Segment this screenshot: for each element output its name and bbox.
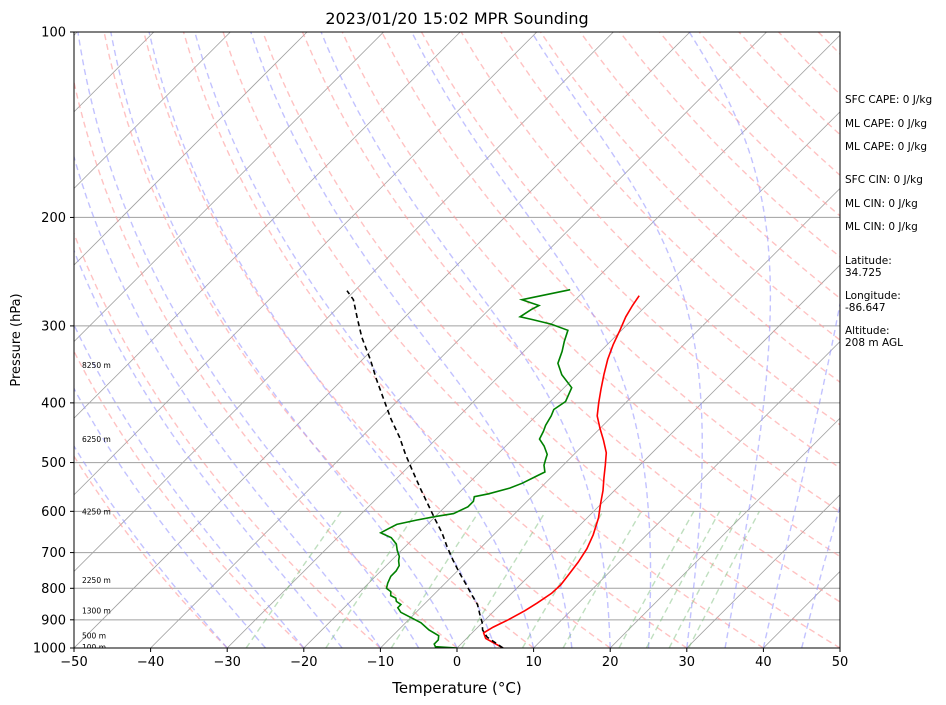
- moist-adiabat: [110, 32, 458, 648]
- longitude-text: Longitude: -86.647: [845, 290, 901, 314]
- moist-adiabat: [77, 32, 420, 648]
- moist-adiabat: [74, 444, 228, 648]
- mixing-ratio-line: [645, 510, 721, 648]
- x-tick-label: −50: [60, 655, 87, 670]
- moist-adiabat: [762, 300, 840, 648]
- isotherm-line: [74, 32, 691, 648]
- sfc-cin-text: SFC CIN: 0 J/kg: [845, 174, 923, 186]
- latitude-text: Latitude: 34.725: [845, 255, 892, 279]
- isotherm-line: [456, 264, 840, 648]
- height-label: 4250 m: [82, 507, 111, 516]
- dry-adiabat: [182, 32, 688, 648]
- y-tick-label: 300: [41, 319, 66, 334]
- moist-adiabat: [74, 387, 267, 648]
- x-tick-label: −40: [137, 655, 164, 670]
- height-label: 100 m: [82, 643, 106, 652]
- y-tick-label: 1000: [33, 642, 66, 657]
- moist-adiabat: [801, 503, 840, 648]
- x-tick-label: 30: [679, 655, 696, 670]
- dry-adiabat: [143, 32, 611, 648]
- moist-adiabat: [74, 248, 343, 648]
- mixing-ratio-line: [688, 510, 761, 648]
- height-label: 6250 m: [82, 435, 111, 444]
- y-tick-label: 900: [41, 613, 66, 628]
- height-label: 1300 m: [82, 607, 111, 616]
- isotherm-line: [380, 187, 840, 648]
- x-tick-label: 40: [755, 655, 772, 670]
- ml-cin-text-2: ML CIN: 0 J/kg: [845, 221, 918, 233]
- x-tick-label: 20: [602, 655, 619, 670]
- dry-adiabat: [262, 32, 840, 648]
- moist-adiabat: [74, 154, 381, 648]
- plot-frame: [73, 31, 841, 649]
- moist-adiabat: [250, 32, 573, 648]
- y-tick-label: 200: [41, 211, 66, 226]
- moist-adiabat: [320, 32, 611, 648]
- y-tick-label: 800: [41, 582, 66, 597]
- ml-cape-text: ML CAPE: 0 J/kg: [845, 118, 928, 130]
- mixing-ratio-line: [325, 510, 418, 648]
- isotherm-line: [303, 111, 840, 648]
- dry-adiabat: [74, 454, 228, 648]
- mixing-ratio-line: [390, 510, 480, 648]
- height-label: 2250 m: [82, 576, 111, 585]
- ml-cape-text-2: ML CAPE: 0 J/kg: [845, 141, 928, 153]
- isotherm-line: [74, 32, 384, 343]
- mixing-ratio-line: [245, 510, 342, 648]
- isotherm-line: [74, 32, 614, 572]
- mixing-ratio-line: [562, 510, 642, 648]
- x-tick-label: 50: [832, 655, 849, 670]
- moist-adiabat: [531, 32, 703, 648]
- ml-cin-text: ML CIN: 0 J/kg: [845, 198, 918, 210]
- dry-adiabat: [222, 32, 764, 648]
- temperature-profile-line: [482, 295, 640, 648]
- moist-adiabat: [194, 32, 535, 648]
- isotherm-line: [74, 32, 308, 266]
- mixing-ratio-line: [618, 510, 695, 648]
- isotherm-line: [74, 32, 231, 189]
- dry-adiabat: [579, 32, 840, 300]
- chart-title: 2023/01/20 15:02 MPR Sounding: [325, 9, 588, 28]
- isotherm-line: [533, 341, 840, 648]
- x-tick-label: −20: [290, 655, 317, 670]
- y-tick-label: 600: [41, 505, 66, 520]
- dry-adiabat: [74, 79, 458, 648]
- isotherm-line: [609, 417, 840, 648]
- sfc-cape-text: SFC CAPE: 0 J/kg: [845, 94, 933, 106]
- x-tick-label: 10: [525, 655, 542, 670]
- moist-adiabat: [148, 32, 496, 648]
- dry-adiabat: [74, 231, 381, 648]
- y-tick-label: 700: [41, 546, 66, 561]
- x-tick-label: −10: [367, 655, 394, 670]
- x-axis-label: Temperature (°C): [391, 679, 521, 697]
- isotherm-line: [74, 32, 461, 419]
- isotherm-line: [226, 34, 840, 648]
- dewpoint-profile-line: [378, 288, 573, 648]
- x-tick-label: −30: [213, 655, 240, 670]
- mixing-ratio-line: [461, 510, 547, 648]
- isotherm-line: [0, 32, 1, 648]
- dry-adiabat: [103, 32, 535, 648]
- parcel-profile-line: [346, 290, 504, 648]
- x-tick-label: 0: [453, 655, 461, 670]
- dry-adiabat: [937, 32, 946, 648]
- isotherm-line: [150, 32, 767, 648]
- y-axis-label: Pressure (hPa): [9, 293, 24, 386]
- mixing-ratio-line: [521, 510, 604, 648]
- altitude-text: Altitude: 208 m AGL: [845, 325, 903, 349]
- y-tick-label: 100: [41, 26, 66, 41]
- moist-adiabat: [688, 32, 772, 648]
- height-label: 8250 m: [82, 361, 111, 370]
- mixing-ratio-line: [668, 510, 742, 648]
- dry-adiabat: [74, 349, 305, 648]
- height-label: 500 m: [82, 632, 106, 641]
- isotherm-line: [74, 32, 538, 496]
- y-tick-label: 400: [41, 396, 66, 411]
- moist-adiabat: [411, 32, 652, 648]
- isotherm-line: [686, 494, 840, 648]
- y-tick-label: 500: [41, 456, 66, 471]
